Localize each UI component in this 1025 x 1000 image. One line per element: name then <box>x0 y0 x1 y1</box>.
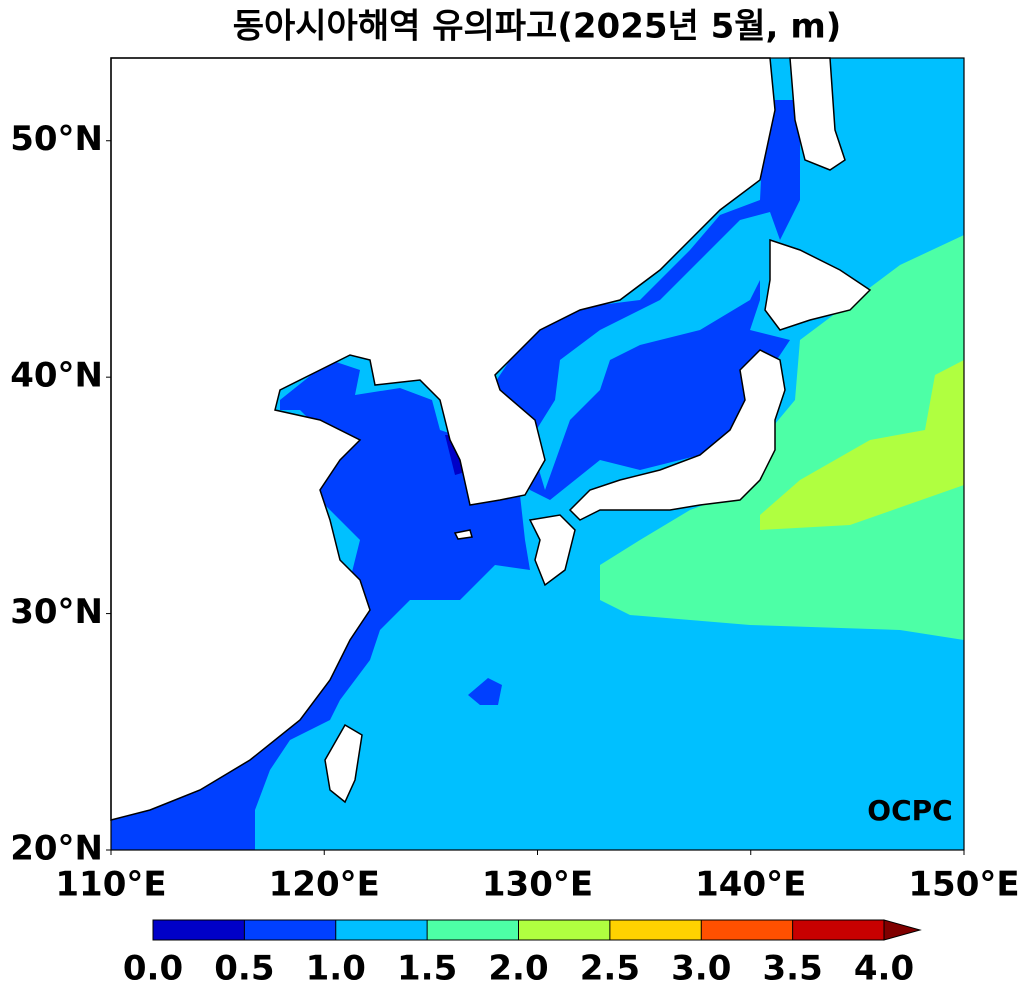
colorbar-segment <box>335 920 428 940</box>
colorbar-tick-label: 0.5 <box>214 949 274 989</box>
colorbar-tick-label: 2.5 <box>580 949 640 989</box>
x-tick-label: 130°E <box>482 865 593 905</box>
x-tick-label: 110°E <box>55 865 166 905</box>
jeju <box>453 529 473 540</box>
wave-zone-1.0-1.5 <box>530 212 780 490</box>
colorbar-segment <box>701 920 793 940</box>
wave-zone-1.5-2.0 <box>600 235 964 640</box>
map-title: 동아시아해역 유의파고(2025년 5월, m) <box>233 7 842 47</box>
colorbar-tick-label: 1.5 <box>397 949 457 989</box>
wave-zone-2.0-2.5 <box>760 360 964 530</box>
honshu <box>568 349 786 521</box>
mainland-asia <box>110 57 776 821</box>
colorbar-tick-label: 1.0 <box>306 949 366 989</box>
wave-zone-0.5-1.0 <box>111 360 530 850</box>
y-tick-label: 50°N <box>10 119 103 159</box>
kyushu <box>528 514 576 587</box>
colorbar-tick-label: 4.0 <box>854 949 914 989</box>
colorbar-extension <box>883 919 922 941</box>
colorbar-segment <box>792 920 884 940</box>
colorbar-tick-label: 3.5 <box>763 949 823 989</box>
y-tick-label: 30°N <box>10 592 103 632</box>
wave-zone-0.5-1.0 <box>468 678 502 705</box>
colorbar-tick-label: 0.0 <box>123 949 183 989</box>
colorbar-segment <box>153 920 245 940</box>
y-tick-label: 40°N <box>10 356 103 396</box>
colorbar-segment <box>518 920 610 940</box>
colorbar-tick-label: 2.0 <box>488 949 548 989</box>
colorbar-segment <box>427 920 519 940</box>
hokkaido <box>764 238 872 331</box>
x-tick-label: 150°E <box>908 865 1019 905</box>
colorbar-segment <box>244 920 336 940</box>
colorbar-segment <box>609 920 702 940</box>
map-plot: OCPC <box>110 57 965 851</box>
x-tick-label: 120°E <box>269 865 380 905</box>
sakhalin <box>789 57 846 171</box>
y-tick-label: 20°N <box>10 829 103 869</box>
logo: OCPC <box>867 794 952 827</box>
colorbar-tick-label: 3.0 <box>671 949 731 989</box>
x-tick-label: 140°E <box>695 865 806 905</box>
taiwan <box>324 723 363 804</box>
